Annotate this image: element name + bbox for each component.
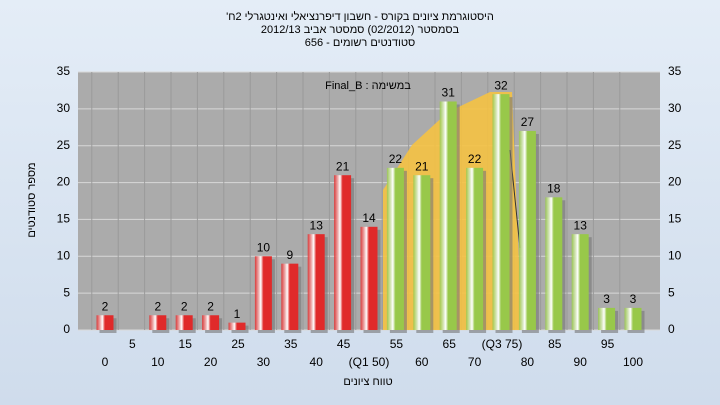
bar [149,315,167,330]
bar [413,175,431,330]
value-label: 22 [389,152,403,166]
value-label: 2 [154,299,161,313]
x-tick-label: 100 [623,355,643,369]
value-label: 13 [574,218,588,232]
bar [307,234,325,330]
chart-subtitle: סטודנטים רשומים - 656 [305,37,416,49]
x-tick-label: 80 [521,355,535,369]
x-tick-label: 70 [468,355,482,369]
value-label: 32 [494,78,508,92]
chart-title: היסטוגרמת ציונים בקורס - חשבון דיפרנציאל… [226,10,494,23]
value-label: 3 [603,292,610,306]
bar [624,307,642,330]
x-tick-label: 85 [548,337,562,351]
value-label: 2 [102,299,109,313]
bar [254,256,272,330]
x-tick-label: 40 [310,355,324,369]
bar [228,322,246,330]
y-tick-label: 25 [57,138,71,152]
bars [96,94,645,333]
y-tick-label: 15 [57,212,71,226]
x-tick-label: 90 [574,355,588,369]
value-label: 9 [286,248,293,262]
x-tick-label: 15 [179,337,193,351]
x-tick-label: 20 [204,355,218,369]
value-label: 3 [630,292,637,306]
bar [281,263,299,330]
x-tick-label: 95 [601,337,615,351]
y-tick-label-right: 0 [668,322,675,336]
y-tick-label: 10 [57,248,71,262]
x-tick-label: 25 [231,337,245,351]
x-tick-label: 55 [390,337,404,351]
bar [439,101,457,330]
y-tick-label-right: 30 [668,101,682,115]
bar [334,175,352,330]
x-tick-label: 35 [284,337,298,351]
y-tick-label: 5 [63,285,70,299]
value-label: 2 [181,299,188,313]
x-tick-label: 45 [337,337,351,351]
bar [571,234,589,330]
x-tick-label: 65 [443,337,457,351]
value-label: 31 [442,86,456,100]
x-tick-label: 30 [257,355,271,369]
bar [518,130,536,330]
value-label: 21 [415,159,429,173]
y-tick-label-right: 5 [668,285,675,299]
x-tick-label: 0 [102,355,109,369]
annotation: במשימה : Final_B [325,80,411,92]
y-tick-label-right: 20 [668,175,682,189]
value-label: 22 [468,152,482,166]
bar [598,307,616,330]
value-label: 14 [362,211,376,225]
y-tick-label: 0 [63,322,70,336]
x-axis-label: טווח ציונים [343,376,392,388]
y-tick-label: 30 [57,101,71,115]
bar [202,315,220,330]
bar [96,315,114,330]
bar [386,167,404,330]
x-tick-label: 60 [415,355,429,369]
y-tick-label-right: 25 [668,138,682,152]
value-label: 21 [336,159,350,173]
value-label: 13 [310,218,324,232]
y-axis-label: מספר סטודנטים [26,162,38,237]
x-tick-label: (Q1 50) [349,355,390,369]
value-label: 18 [547,181,561,195]
bar [360,226,378,330]
y-tick-label-right: 15 [668,212,682,226]
y-tick-label-right: 35 [668,64,682,78]
bar [466,167,484,330]
x-tick-label: (Q3 75) [482,337,523,351]
value-label: 10 [257,240,271,254]
y-tick-label: 35 [57,64,71,78]
bar [492,94,510,330]
value-label: 2 [207,299,214,313]
x-tick-label: 5 [129,337,136,351]
value-label: 27 [521,115,535,129]
y-tick-label-right: 10 [668,248,682,262]
y-tick-label: 20 [57,175,71,189]
bar [545,197,563,330]
chart-subtitle: בסמסטר (02/2012) סמסטר אביב 2012/13 [261,24,460,36]
x-tick-label: 10 [151,355,165,369]
value-label: 1 [234,307,241,321]
bar [175,315,193,330]
